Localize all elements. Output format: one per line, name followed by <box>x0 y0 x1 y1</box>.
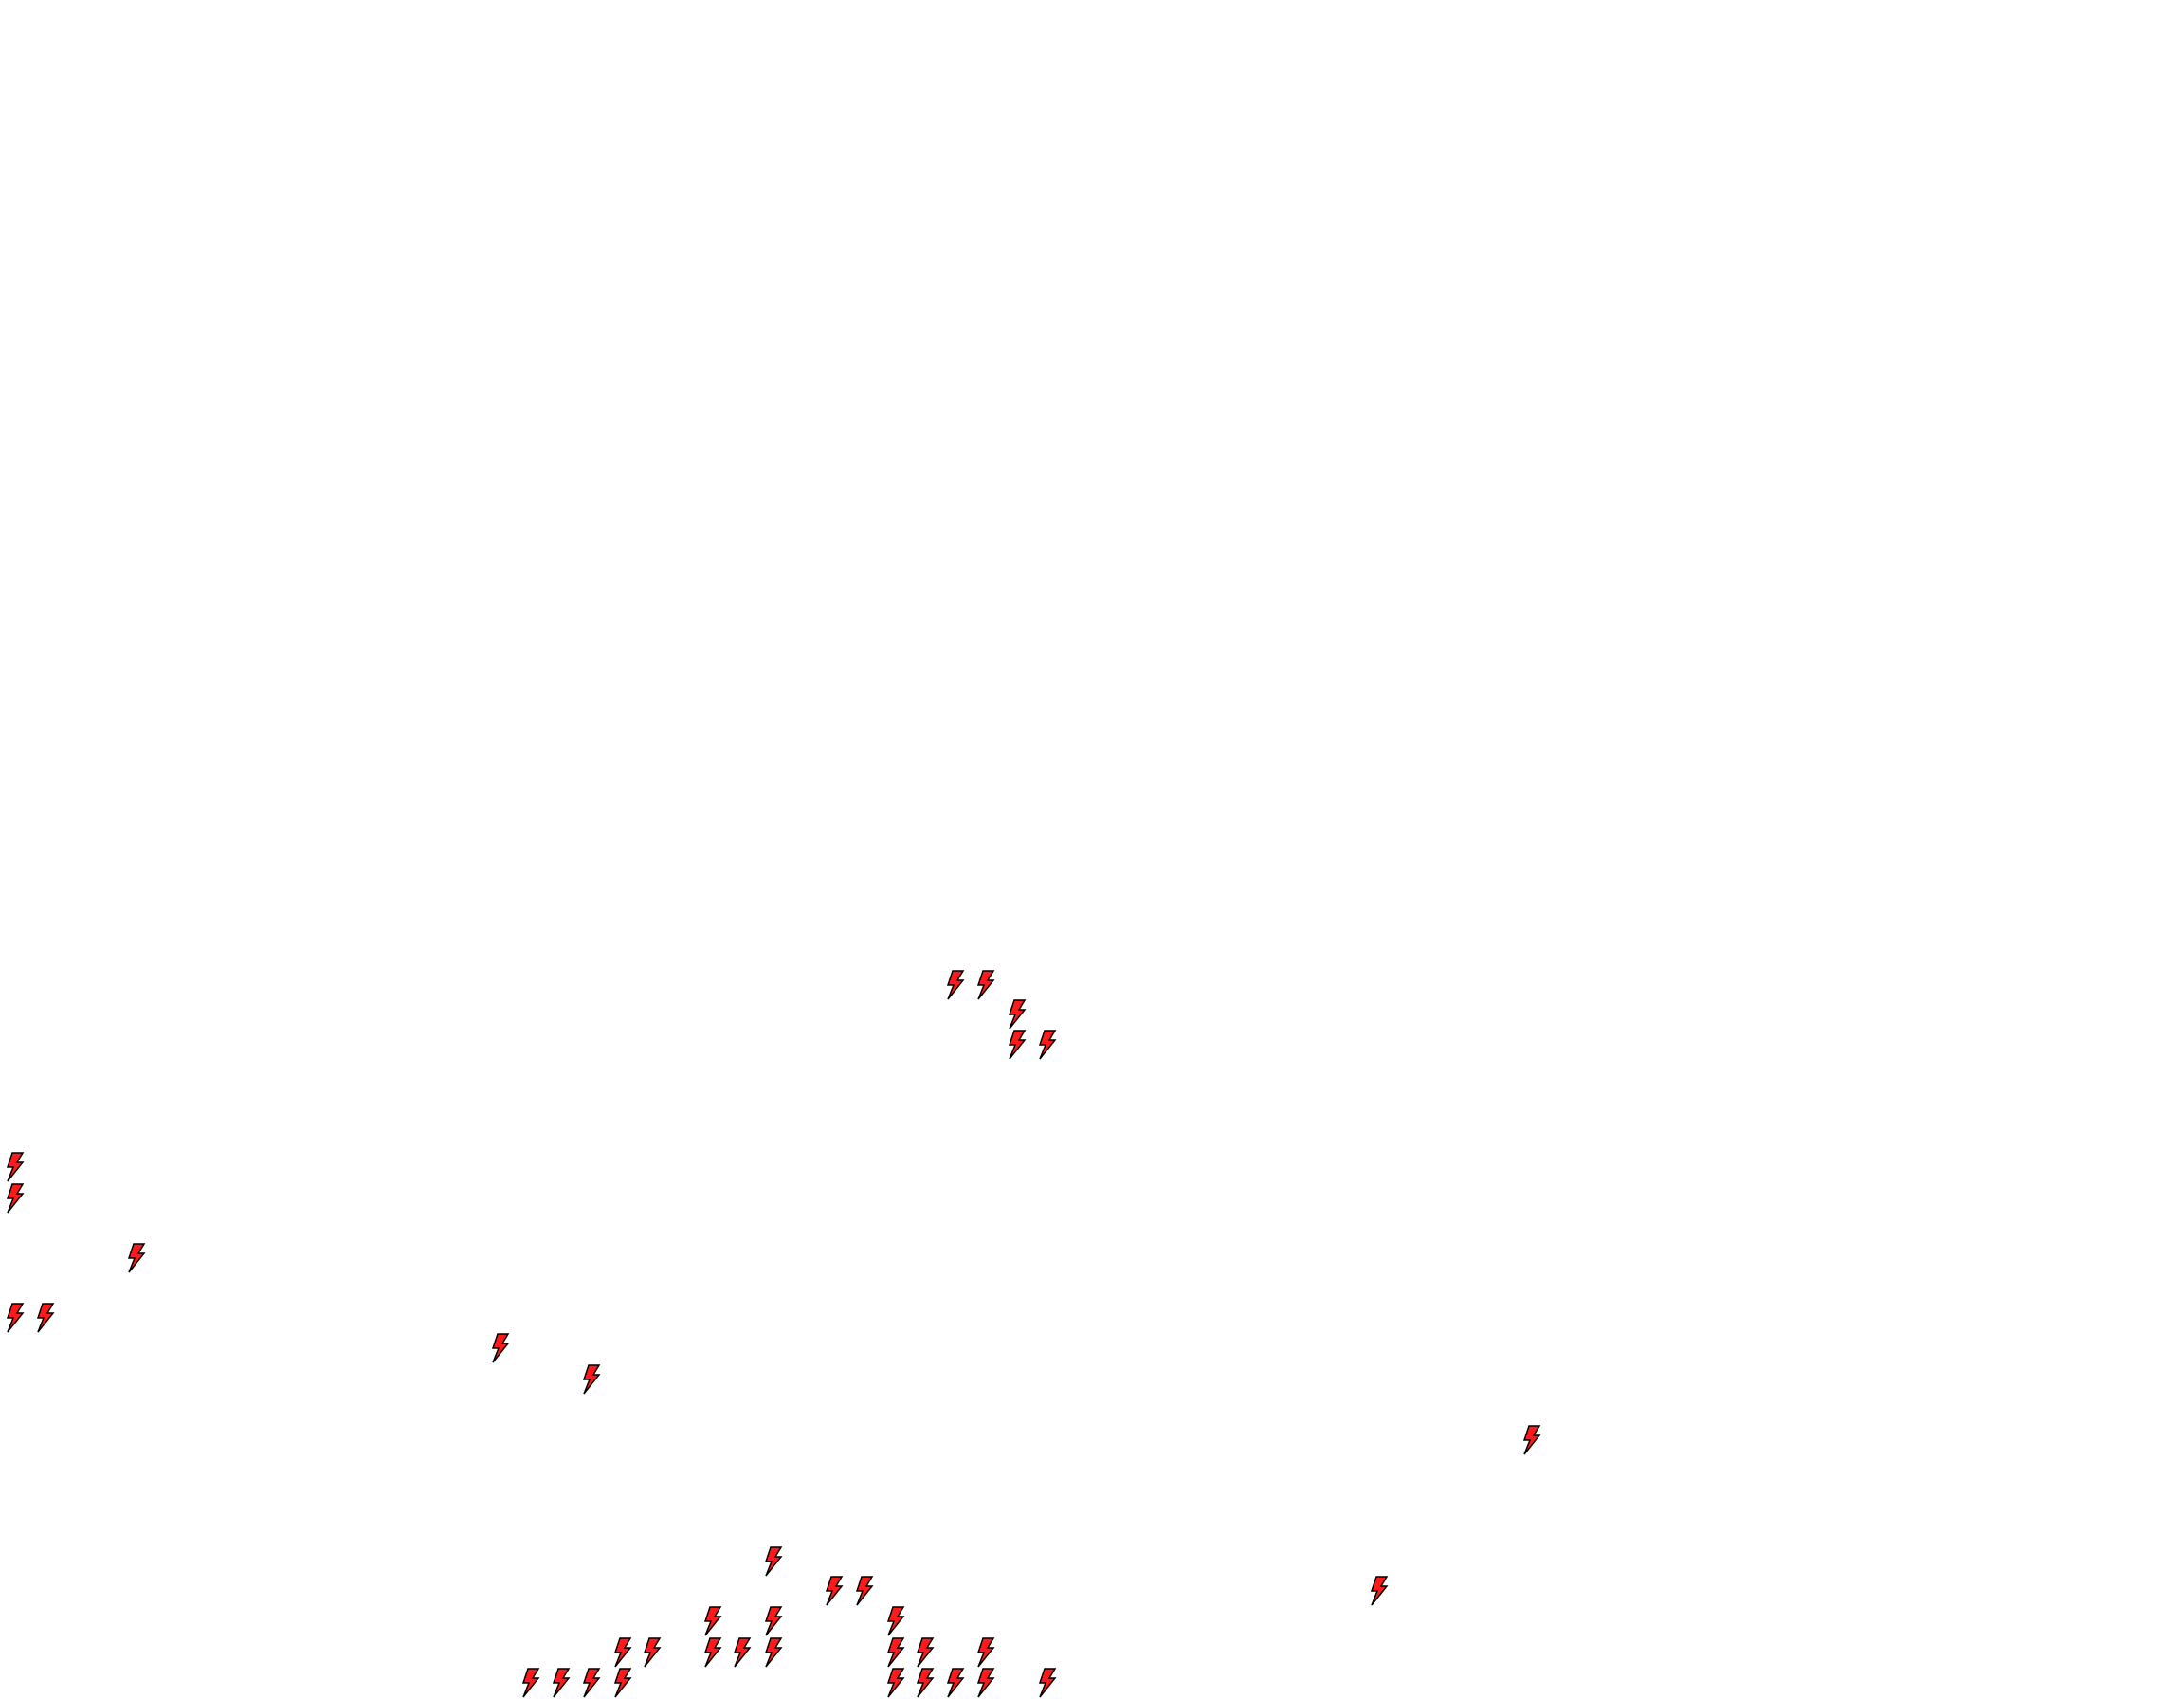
lightning-marker[interactable] <box>763 1636 784 1668</box>
lightning-marker[interactable] <box>35 1303 56 1333</box>
lightning-marker[interactable] <box>915 1668 936 1698</box>
lightning-bolt-icon <box>946 970 965 1000</box>
lightning-bolt-icon <box>764 1546 783 1577</box>
lightning-marker[interactable] <box>1369 1576 1390 1606</box>
lightning-marker[interactable] <box>975 1636 996 1668</box>
lightning-marker[interactable] <box>5 1182 26 1214</box>
lightning-bolt-icon <box>1038 1030 1057 1060</box>
lightning-marker[interactable] <box>763 1546 784 1577</box>
lightning-marker[interactable] <box>732 1636 753 1668</box>
lightning-bolt-icon <box>704 1636 722 1668</box>
lightning-marker[interactable] <box>5 1152 26 1182</box>
lightning-bolt-icon <box>1008 1030 1027 1060</box>
lightning-bolt-icon <box>583 1668 602 1698</box>
lightning-bolt-icon <box>613 1668 632 1698</box>
lightning-bolt-icon <box>553 1668 571 1698</box>
lightning-bolt-icon <box>704 1606 722 1636</box>
lightning-bolt-icon <box>1038 1668 1057 1698</box>
lightning-bolt-icon <box>977 1668 995 1698</box>
lightning-bolt-icon <box>1008 998 1027 1030</box>
lightning-bolt-icon <box>521 1668 540 1698</box>
lightning-marker[interactable] <box>975 1668 996 1698</box>
lightning-marker[interactable] <box>5 1303 26 1333</box>
lightning-marker[interactable] <box>885 1636 906 1668</box>
lightning-marker[interactable] <box>551 1668 572 1698</box>
lightning-marker[interactable] <box>581 1668 602 1698</box>
lightning-marker[interactable] <box>581 1363 602 1395</box>
lightning-marker[interactable] <box>1521 1425 1542 1455</box>
lightning-bolt-icon <box>916 1636 935 1668</box>
lightning-marker[interactable] <box>612 1636 633 1668</box>
lightning-bolt-icon <box>764 1636 783 1668</box>
lightning-marker[interactable] <box>763 1606 784 1636</box>
lightning-bolt-icon <box>977 1636 995 1668</box>
lightning-bolt-icon <box>491 1333 510 1363</box>
lightning-bolt-icon <box>946 1668 965 1698</box>
lightning-marker[interactable] <box>490 1333 511 1363</box>
lightning-marker[interactable] <box>612 1668 633 1698</box>
lightning-marker[interactable] <box>126 1243 147 1273</box>
lightning-marker[interactable] <box>885 1606 906 1636</box>
lightning-marker[interactable] <box>854 1576 875 1606</box>
lightning-marker[interactable] <box>945 970 966 1000</box>
lightning-bolt-icon <box>1370 1576 1389 1606</box>
lightning-bolt-icon <box>583 1363 602 1395</box>
lightning-bolt-icon <box>886 1606 905 1636</box>
lightning-bolt-icon <box>764 1606 783 1636</box>
lightning-bolt-icon <box>826 1576 844 1606</box>
lightning-marker[interactable] <box>824 1576 845 1606</box>
lightning-marker[interactable] <box>885 1668 906 1698</box>
lightning-bolt-icon <box>37 1303 56 1333</box>
lightning-marker[interactable] <box>1037 1030 1058 1060</box>
lightning-marker[interactable] <box>1037 1668 1058 1698</box>
lightning-marker[interactable] <box>642 1636 663 1668</box>
lightning-bolt-icon <box>886 1668 905 1698</box>
lightning-marker[interactable] <box>520 1668 541 1698</box>
lightning-marker[interactable] <box>945 1668 966 1698</box>
lightning-marker[interactable] <box>702 1636 723 1668</box>
lightning-bolt-icon <box>613 1636 632 1668</box>
lightning-bolt-icon <box>7 1303 25 1333</box>
lightning-bolt-icon <box>643 1636 662 1668</box>
lightning-bolt-icon <box>127 1243 146 1273</box>
lightning-bolt-icon <box>977 970 995 1000</box>
lightning-bolt-icon <box>886 1636 905 1668</box>
lightning-marker[interactable] <box>1007 998 1028 1030</box>
lightning-marker[interactable] <box>1007 1030 1028 1060</box>
lightning-marker[interactable] <box>702 1606 723 1636</box>
lightning-bolt-icon <box>7 1152 25 1182</box>
lightning-bolt-icon <box>856 1576 875 1606</box>
lightning-bolt-icon <box>1523 1425 1541 1455</box>
lightning-bolt-icon <box>734 1636 752 1668</box>
lightning-bolt-icon <box>7 1182 25 1214</box>
lightning-bolt-icon <box>916 1668 935 1698</box>
lightning-marker[interactable] <box>915 1636 936 1668</box>
lightning-marker[interactable] <box>975 970 996 1000</box>
